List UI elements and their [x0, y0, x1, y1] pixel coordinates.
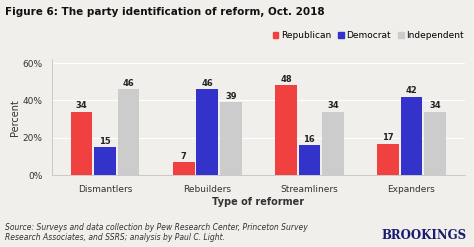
Text: 16: 16: [303, 135, 315, 144]
Text: 48: 48: [280, 75, 292, 84]
Text: 17: 17: [382, 133, 394, 142]
Bar: [71, 112, 92, 175]
Text: 7: 7: [181, 152, 187, 161]
Y-axis label: Percent: Percent: [9, 99, 19, 136]
Bar: [401, 97, 422, 175]
Legend: Republican, Democrat, Independent: Republican, Democrat, Independent: [273, 31, 464, 40]
Text: 34: 34: [327, 102, 339, 110]
Bar: [173, 162, 195, 175]
Bar: [424, 112, 446, 175]
Text: Figure 6: The party identification of reform, Oct. 2018: Figure 6: The party identification of re…: [5, 7, 324, 17]
Text: 42: 42: [406, 86, 418, 95]
Text: Source: Surveys and data collection by Pew Research Center, Princeton Survey
Res: Source: Surveys and data collection by P…: [5, 223, 308, 242]
Text: 34: 34: [429, 102, 441, 110]
Bar: [299, 145, 320, 175]
Text: 34: 34: [76, 102, 88, 110]
Bar: [197, 89, 218, 175]
Text: BROOKINGS: BROOKINGS: [382, 229, 467, 242]
Text: 39: 39: [225, 92, 237, 101]
Bar: [275, 85, 297, 175]
Bar: [322, 112, 344, 175]
Text: 46: 46: [123, 79, 135, 88]
Bar: [118, 89, 139, 175]
Bar: [220, 102, 242, 175]
Bar: [377, 144, 399, 175]
Text: 15: 15: [99, 137, 111, 146]
X-axis label: Type of reformer: Type of reformer: [212, 197, 304, 207]
Bar: [94, 147, 116, 175]
Text: 46: 46: [201, 79, 213, 88]
